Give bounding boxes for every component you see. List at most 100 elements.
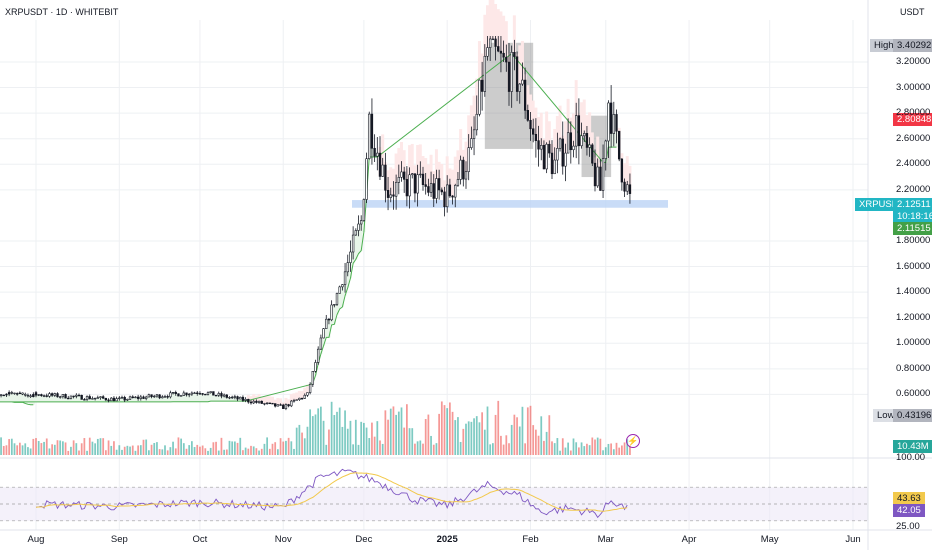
volume-bar <box>110 445 113 455</box>
volume-bar <box>548 415 551 455</box>
volume-bar <box>80 443 83 455</box>
high-value: 3.40292 <box>893 39 932 52</box>
candle-body <box>314 362 317 372</box>
volume-bar <box>86 450 88 455</box>
candle-body <box>497 46 500 52</box>
candle-body <box>88 396 91 400</box>
candle-body <box>247 398 250 403</box>
volume-bar <box>341 426 344 455</box>
volume-bar <box>188 445 191 455</box>
volume-bar <box>131 445 134 455</box>
volume-bar <box>201 445 204 455</box>
volume-bar <box>333 415 336 455</box>
volume-bar <box>258 450 260 455</box>
candle-body <box>282 404 285 409</box>
candle-body <box>599 166 602 191</box>
volume-bar <box>172 441 174 455</box>
candle-body <box>263 403 266 405</box>
volume-bar <box>118 445 121 455</box>
volume-bar <box>473 418 475 455</box>
candle-body <box>623 181 626 192</box>
candle-body <box>370 113 374 149</box>
candle-body <box>550 152 554 175</box>
volume-bar <box>535 429 537 455</box>
volume-bar <box>320 406 322 455</box>
volume-bar <box>13 443 16 455</box>
candle-body <box>174 392 177 395</box>
volume-bar <box>290 441 293 455</box>
candle-body <box>413 173 417 194</box>
candle-body <box>381 164 384 177</box>
supertrend-up-tag: 2.11515 <box>893 222 932 235</box>
candle-body <box>214 394 218 397</box>
volume-bar <box>177 437 180 455</box>
candle-body <box>386 189 390 198</box>
volume-bar <box>387 419 389 455</box>
candle-body <box>34 392 38 396</box>
candle-body <box>80 394 83 400</box>
volume-bar <box>443 405 446 455</box>
y-tick-label: 1.20000 <box>896 311 931 323</box>
candle-body <box>128 396 132 400</box>
candle-body <box>59 396 62 398</box>
volume-bar <box>400 407 403 455</box>
volume-bar <box>196 444 199 455</box>
high-label: High <box>870 39 898 52</box>
candle-body <box>118 397 121 399</box>
x-tick-label: May <box>760 534 779 545</box>
volume-bar <box>610 443 612 455</box>
candle-body <box>400 171 403 178</box>
candle-body <box>110 397 113 402</box>
y-tick-label: 0.60000 <box>896 388 931 400</box>
volume-bar <box>379 440 381 455</box>
candle-body <box>604 140 607 159</box>
volume-bar <box>505 435 508 455</box>
volume-bar <box>325 444 328 455</box>
candle-body <box>311 371 314 385</box>
volume-bar <box>153 442 156 455</box>
candle-body <box>252 400 255 404</box>
candle-body <box>220 393 223 397</box>
candle-body <box>502 52 505 58</box>
volume-bar <box>88 437 91 455</box>
candle-body <box>287 404 290 407</box>
volume-bar <box>29 448 32 455</box>
volume-bar <box>293 448 295 455</box>
y-tick-label: 0.80000 <box>896 362 931 374</box>
volume-bar <box>78 450 80 455</box>
candle-body <box>392 194 395 197</box>
candle-body <box>540 145 543 150</box>
volume-bar <box>459 441 462 455</box>
candle-body <box>472 129 476 139</box>
candle-body <box>529 120 532 130</box>
candle-body <box>505 56 508 63</box>
volume-bar <box>467 421 470 455</box>
candle-body <box>284 404 288 409</box>
candle-body <box>628 184 632 194</box>
volume-bar <box>56 440 59 455</box>
candle-body <box>48 393 51 397</box>
volume-bar <box>416 441 419 455</box>
candle-body <box>427 186 430 193</box>
candle-body <box>292 400 296 402</box>
candle-body <box>268 402 271 405</box>
volume-bar <box>8 439 10 455</box>
volume-bar <box>561 438 564 455</box>
volume-bar <box>244 447 247 455</box>
volume-bar <box>142 439 145 455</box>
volume-bar <box>35 438 37 455</box>
volume-bar <box>438 413 440 455</box>
volume-bar <box>223 449 225 455</box>
candle-body <box>107 399 110 402</box>
volume-bar <box>424 419 427 455</box>
candle-body <box>351 234 355 253</box>
candle-body <box>618 130 621 160</box>
candle-body <box>451 195 454 198</box>
volume-bar <box>626 439 629 455</box>
candle-body <box>231 396 234 399</box>
candle-body <box>295 399 298 401</box>
lightning-icon[interactable]: ⚡ <box>626 434 640 448</box>
volume-bar <box>521 406 524 455</box>
candle-body <box>338 286 341 294</box>
